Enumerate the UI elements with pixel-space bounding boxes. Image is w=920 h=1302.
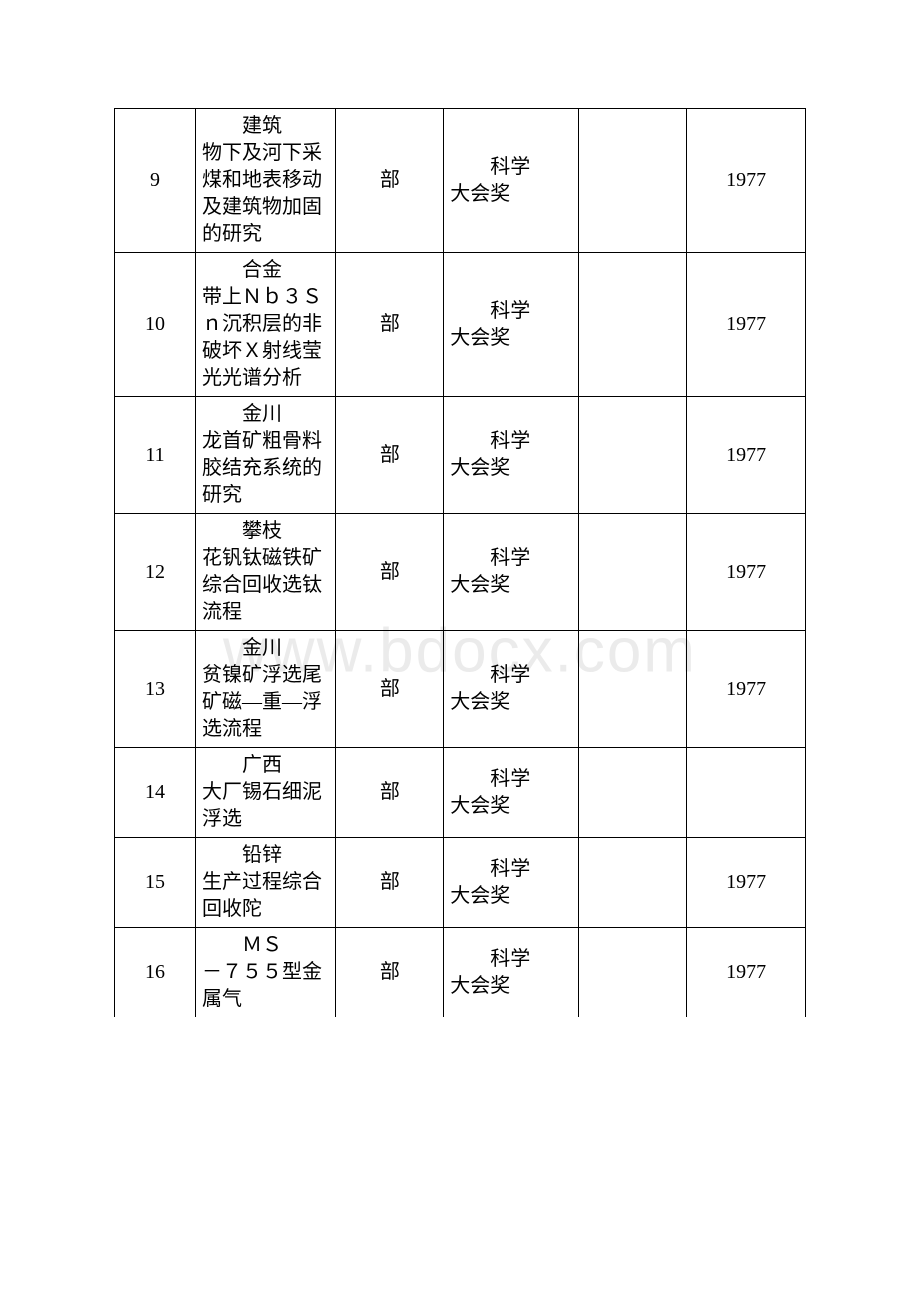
title-first-line: 金川 [202,401,329,428]
award-first-line: 科学 [450,662,572,689]
award-first-line: 科学 [450,298,572,325]
award-first-line: 科学 [450,428,572,455]
title-first-line: 建筑 [202,113,329,140]
row-title: 金川 贫镍矿浮选尾矿磁—重—浮选流程 [195,631,335,748]
row-title: 攀枝 花钒钛磁铁矿综合回收选钛流程 [195,514,335,631]
row-blank [579,253,687,397]
title-first-line: 广西 [202,752,329,779]
award-rest: 大会奖 [450,973,572,1000]
title-first-line: 攀枝 [202,518,329,545]
row-title: 合金 带上Ｎｂ３Ｓｎ沉积层的非破坏Ｘ射线莹光光谱分析 [195,253,335,397]
award-rest: 大会奖 [450,572,572,599]
row-blank [579,748,687,838]
row-title: 铅锌 生产过程综合回收陀 [195,838,335,928]
row-blank [579,109,687,253]
row-num: 9 [115,109,196,253]
title-rest: 物下及河下采煤和地表移动及建筑物加固的研究 [202,140,329,248]
award-rest: 大会奖 [450,689,572,716]
table-row: 11 金川 龙首矿粗骨料胶结充系统的研究 部 科学 大会奖 1977 [115,397,806,514]
row-title: 金川 龙首矿粗骨料胶结充系统的研究 [195,397,335,514]
award-rest: 大会奖 [450,883,572,910]
row-dept: 部 [336,928,444,1018]
row-num: 10 [115,253,196,397]
table-row: 15 铅锌 生产过程综合回收陀 部 科学 大会奖 1977 [115,838,806,928]
row-year: 1977 [687,397,806,514]
table-row: 9 建筑 物下及河下采煤和地表移动及建筑物加固的研究 部 科学 大会奖 1977 [115,109,806,253]
title-rest: 贫镍矿浮选尾矿磁—重—浮选流程 [202,662,329,743]
award-rest: 大会奖 [450,181,572,208]
awards-table: 9 建筑 物下及河下采煤和地表移动及建筑物加固的研究 部 科学 大会奖 1977… [114,108,806,1017]
row-blank [579,514,687,631]
row-title: ＭＳ －７５５型金属气 [195,928,335,1018]
award-rest: 大会奖 [450,455,572,482]
award-first-line: 科学 [450,946,572,973]
title-rest: 大厂锡石细泥浮选 [202,779,329,833]
row-num: 15 [115,838,196,928]
row-award: 科学 大会奖 [444,748,579,838]
award-first-line: 科学 [450,154,572,181]
table-row: 16 ＭＳ －７５５型金属气 部 科学 大会奖 1977 [115,928,806,1018]
row-blank [579,631,687,748]
title-first-line: ＭＳ [202,932,329,959]
row-blank [579,928,687,1018]
row-dept: 部 [336,397,444,514]
row-year: 1977 [687,109,806,253]
row-dept: 部 [336,748,444,838]
row-dept: 部 [336,631,444,748]
row-num: 16 [115,928,196,1018]
row-award: 科学 大会奖 [444,109,579,253]
row-dept: 部 [336,514,444,631]
title-first-line: 铅锌 [202,842,329,869]
table-container: 9 建筑 物下及河下采煤和地表移动及建筑物加固的研究 部 科学 大会奖 1977… [0,0,920,1017]
title-rest: 龙首矿粗骨料胶结充系统的研究 [202,428,329,509]
row-award: 科学 大会奖 [444,928,579,1018]
award-rest: 大会奖 [450,793,572,820]
title-rest: －７５５型金属气 [202,959,329,1013]
row-blank [579,838,687,928]
row-award: 科学 大会奖 [444,253,579,397]
row-award: 科学 大会奖 [444,838,579,928]
row-year: 1977 [687,838,806,928]
title-rest: 生产过程综合回收陀 [202,869,329,923]
row-year: 1977 [687,514,806,631]
row-title: 广西 大厂锡石细泥浮选 [195,748,335,838]
row-year: 1977 [687,631,806,748]
title-first-line: 合金 [202,257,329,284]
row-title: 建筑 物下及河下采煤和地表移动及建筑物加固的研究 [195,109,335,253]
row-dept: 部 [336,838,444,928]
row-dept: 部 [336,253,444,397]
row-num: 14 [115,748,196,838]
row-num: 11 [115,397,196,514]
row-num: 13 [115,631,196,748]
award-first-line: 科学 [450,856,572,883]
title-rest: 带上Ｎｂ３Ｓｎ沉积层的非破坏Ｘ射线莹光光谱分析 [202,284,329,392]
award-rest: 大会奖 [450,325,572,352]
table-row: 12 攀枝 花钒钛磁铁矿综合回收选钛流程 部 科学 大会奖 1977 [115,514,806,631]
row-year [687,748,806,838]
award-first-line: 科学 [450,766,572,793]
title-first-line: 金川 [202,635,329,662]
row-award: 科学 大会奖 [444,631,579,748]
row-year: 1977 [687,928,806,1018]
title-rest: 花钒钛磁铁矿综合回收选钛流程 [202,545,329,626]
row-year: 1977 [687,253,806,397]
table-row: 14 广西 大厂锡石细泥浮选 部 科学 大会奖 [115,748,806,838]
row-award: 科学 大会奖 [444,514,579,631]
row-blank [579,397,687,514]
row-dept: 部 [336,109,444,253]
table-row: 13 金川 贫镍矿浮选尾矿磁—重—浮选流程 部 科学 大会奖 1977 [115,631,806,748]
row-num: 12 [115,514,196,631]
table-row: 10 合金 带上Ｎｂ３Ｓｎ沉积层的非破坏Ｘ射线莹光光谱分析 部 科学 大会奖 1… [115,253,806,397]
award-first-line: 科学 [450,545,572,572]
row-award: 科学 大会奖 [444,397,579,514]
